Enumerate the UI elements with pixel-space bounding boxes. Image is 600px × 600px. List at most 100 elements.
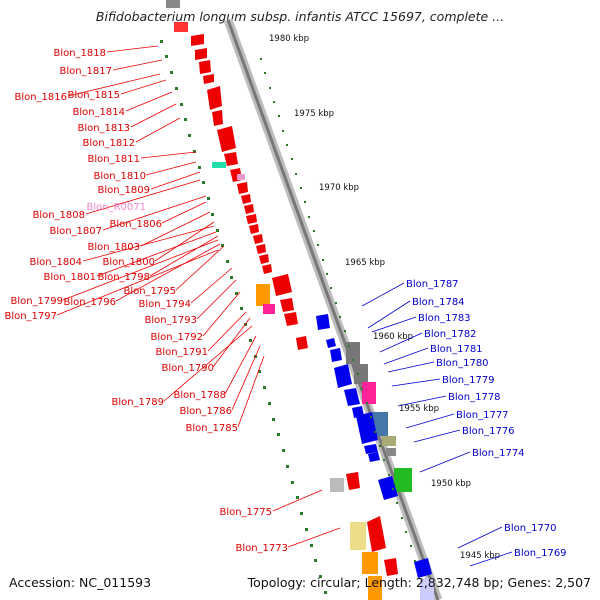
gene-label[interactable]: Blon_1769 — [514, 548, 567, 559]
gene-label[interactable]: Blon_1810 — [93, 171, 146, 182]
gene-label[interactable]: Blon_1817 — [59, 66, 112, 77]
gene-label[interactable]: Blon_1776 — [462, 426, 515, 437]
gene-label[interactable]: Blon_1792 — [150, 332, 203, 343]
gene-arrow[interactable] — [244, 204, 254, 214]
gene-label[interactable]: Blon_1803 — [87, 242, 140, 253]
scale-label: 1970 kbp — [319, 183, 359, 193]
gene-arrow[interactable] — [217, 126, 236, 152]
gene-label[interactable]: Blon_1779 — [442, 375, 495, 386]
gene-arrow[interactable] — [259, 254, 269, 264]
gene-block[interactable] — [386, 448, 396, 456]
gene-label[interactable]: Blon_1774 — [472, 448, 525, 459]
gene-arrow[interactable] — [344, 388, 360, 406]
gene-arrow[interactable] — [364, 444, 378, 454]
gene-arrow[interactable] — [280, 298, 294, 312]
gene-label[interactable]: Blon_1773 — [235, 543, 288, 554]
gene-label[interactable]: Blon_1788 — [173, 390, 226, 401]
gene-arrow[interactable] — [212, 110, 223, 126]
gene-arrow[interactable] — [296, 336, 308, 350]
gene-arrow[interactable] — [378, 476, 398, 500]
gene-arrow[interactable] — [256, 244, 266, 254]
gene-label[interactable]: Blon_1794 — [138, 299, 191, 310]
gene-block[interactable] — [330, 478, 344, 492]
gene-label[interactable]: Blon_1787 — [406, 279, 459, 290]
gene-arrow[interactable] — [195, 48, 207, 60]
gene-block[interactable] — [350, 522, 366, 550]
gene-arrow[interactable] — [334, 364, 352, 388]
gene-arrow[interactable] — [249, 224, 259, 234]
gene-label[interactable]: Blon_1806 — [109, 219, 162, 230]
gene-label[interactable]: Blon_1808 — [32, 210, 85, 221]
gene-block[interactable] — [362, 382, 376, 404]
gene-label[interactable]: Blon_1796 — [63, 297, 116, 308]
gene-label[interactable]: Blon_1791 — [155, 347, 208, 358]
gene-label[interactable]: Blon_1815 — [67, 90, 120, 101]
gene-block[interactable] — [166, 0, 180, 8]
gene-block[interactable] — [354, 364, 368, 384]
gene-arrow[interactable] — [346, 472, 360, 490]
gene-arrow[interactable] — [262, 264, 272, 274]
gene-arrow[interactable] — [367, 516, 386, 552]
gene-label[interactable]: Blon_1795 — [123, 286, 176, 297]
gene-label[interactable]: Blon_1807 — [49, 226, 102, 237]
gene-block[interactable] — [372, 412, 388, 436]
gene-arrow[interactable] — [207, 86, 222, 110]
gene-label[interactable]: Blon_1797 — [4, 311, 57, 322]
gene-block[interactable] — [368, 576, 382, 600]
gene-label[interactable]: Blon_1781 — [430, 344, 483, 355]
gene-arrow[interactable] — [316, 314, 330, 330]
gene-arrow[interactable] — [199, 60, 211, 74]
gene-block[interactable] — [212, 162, 226, 168]
gene-label[interactable]: Blon_1816 — [14, 92, 67, 103]
gene-arrow[interactable] — [356, 412, 378, 444]
gene-label[interactable]: Blon_1811 — [87, 154, 140, 165]
gene-arrow[interactable] — [246, 214, 257, 224]
gene-arrow[interactable] — [384, 558, 398, 576]
gene-arrow[interactable] — [272, 274, 292, 296]
gene-label[interactable]: Blon_1798 — [97, 272, 150, 283]
gene-label-rna[interactable]: Blon_R0071 — [87, 202, 147, 213]
gene-label[interactable]: Blon_1778 — [448, 392, 501, 403]
gene-arrow[interactable] — [284, 312, 298, 326]
gene-arrow[interactable] — [203, 74, 214, 84]
gene-label[interactable]: Blon_1809 — [97, 185, 150, 196]
gene-label[interactable]: Blon_1777 — [456, 410, 509, 421]
gene-label[interactable]: Blon_1793 — [144, 315, 197, 326]
gene-label[interactable]: Blon_1783 — [418, 313, 471, 324]
gene-block[interactable] — [362, 552, 378, 574]
gene-arrow[interactable] — [414, 558, 432, 578]
gene-label[interactable]: Blon_1818 — [53, 48, 106, 59]
gene-label[interactable]: Blon_1784 — [412, 297, 465, 308]
gene-arrow[interactable] — [330, 348, 342, 362]
gene-block[interactable] — [237, 174, 245, 180]
gene-block[interactable] — [382, 436, 396, 446]
gene-arrow[interactable] — [191, 34, 204, 46]
gene-label[interactable]: Blon_1770 — [504, 523, 557, 534]
gene-block[interactable] — [394, 468, 412, 492]
gene-block[interactable] — [174, 22, 188, 32]
gene-label[interactable]: Blon_1786 — [179, 406, 232, 417]
gene-block[interactable] — [346, 342, 360, 364]
gene-label[interactable]: Blon_1782 — [424, 329, 477, 340]
gene-label[interactable]: Blon_1801 — [43, 272, 96, 283]
gene-arrow[interactable] — [368, 452, 380, 462]
gene-label[interactable]: Blon_1775 — [219, 507, 272, 518]
gene-label[interactable]: Blon_1812 — [82, 138, 135, 149]
gene-label[interactable]: Blon_1804 — [29, 257, 82, 268]
gene-block[interactable] — [420, 578, 434, 600]
gene-label[interactable]: Blon_1789 — [111, 397, 164, 408]
gene-arrow[interactable] — [241, 194, 251, 204]
gene-label[interactable]: Blon_1800 — [102, 257, 155, 268]
gene-arrow[interactable] — [326, 338, 336, 348]
gene-label[interactable]: Blon_1780 — [436, 358, 489, 369]
gene-label[interactable]: Blon_1813 — [77, 123, 130, 134]
gene-block[interactable] — [256, 284, 270, 306]
gene-label[interactable]: Blon_1814 — [72, 107, 125, 118]
gene-label[interactable]: Blon_1790 — [161, 363, 214, 374]
gene-arrow[interactable] — [224, 152, 238, 166]
gene-label[interactable]: Blon_1785 — [185, 423, 238, 434]
gene-label[interactable]: Blon_1799 — [10, 296, 63, 307]
gene-arrow[interactable] — [253, 234, 263, 244]
gene-arrow[interactable] — [237, 182, 248, 194]
gene-block[interactable] — [263, 304, 275, 314]
